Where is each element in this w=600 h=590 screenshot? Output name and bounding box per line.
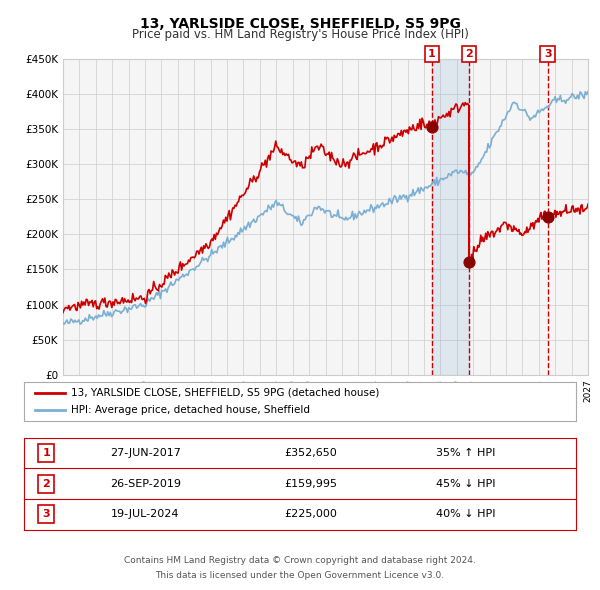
- Point: [464, 258, 473, 267]
- Text: 13, YARLSIDE CLOSE, SHEFFIELD, S5 9PG (detached house): 13, YARLSIDE CLOSE, SHEFFIELD, S5 9PG (d…: [71, 388, 379, 398]
- Text: 19-JUL-2024: 19-JUL-2024: [111, 509, 179, 519]
- Text: 35% ↑ HPI: 35% ↑ HPI: [436, 448, 495, 458]
- Text: 27-JUN-2017: 27-JUN-2017: [110, 448, 181, 458]
- Text: £159,995: £159,995: [284, 478, 338, 489]
- Point: [543, 212, 553, 222]
- Text: 1: 1: [42, 448, 50, 458]
- Text: 1: 1: [428, 49, 436, 59]
- Text: HPI: Average price, detached house, Sheffield: HPI: Average price, detached house, Shef…: [71, 405, 310, 415]
- Text: 3: 3: [544, 49, 551, 59]
- Point: [427, 123, 437, 132]
- Text: 40% ↓ HPI: 40% ↓ HPI: [436, 509, 496, 519]
- Text: £225,000: £225,000: [284, 509, 337, 519]
- Text: 45% ↓ HPI: 45% ↓ HPI: [436, 478, 496, 489]
- Text: 2: 2: [465, 49, 473, 59]
- Text: Contains HM Land Registry data © Crown copyright and database right 2024.: Contains HM Land Registry data © Crown c…: [124, 556, 476, 565]
- Text: Price paid vs. HM Land Registry's House Price Index (HPI): Price paid vs. HM Land Registry's House …: [131, 28, 469, 41]
- Bar: [432, 59, 469, 375]
- Text: 2: 2: [42, 478, 50, 489]
- Text: This data is licensed under the Open Government Licence v3.0.: This data is licensed under the Open Gov…: [155, 571, 445, 579]
- Text: 3: 3: [42, 509, 50, 519]
- Text: 26-SEP-2019: 26-SEP-2019: [110, 478, 181, 489]
- Text: £352,650: £352,650: [284, 448, 337, 458]
- Text: 13, YARLSIDE CLOSE, SHEFFIELD, S5 9PG: 13, YARLSIDE CLOSE, SHEFFIELD, S5 9PG: [140, 17, 460, 31]
